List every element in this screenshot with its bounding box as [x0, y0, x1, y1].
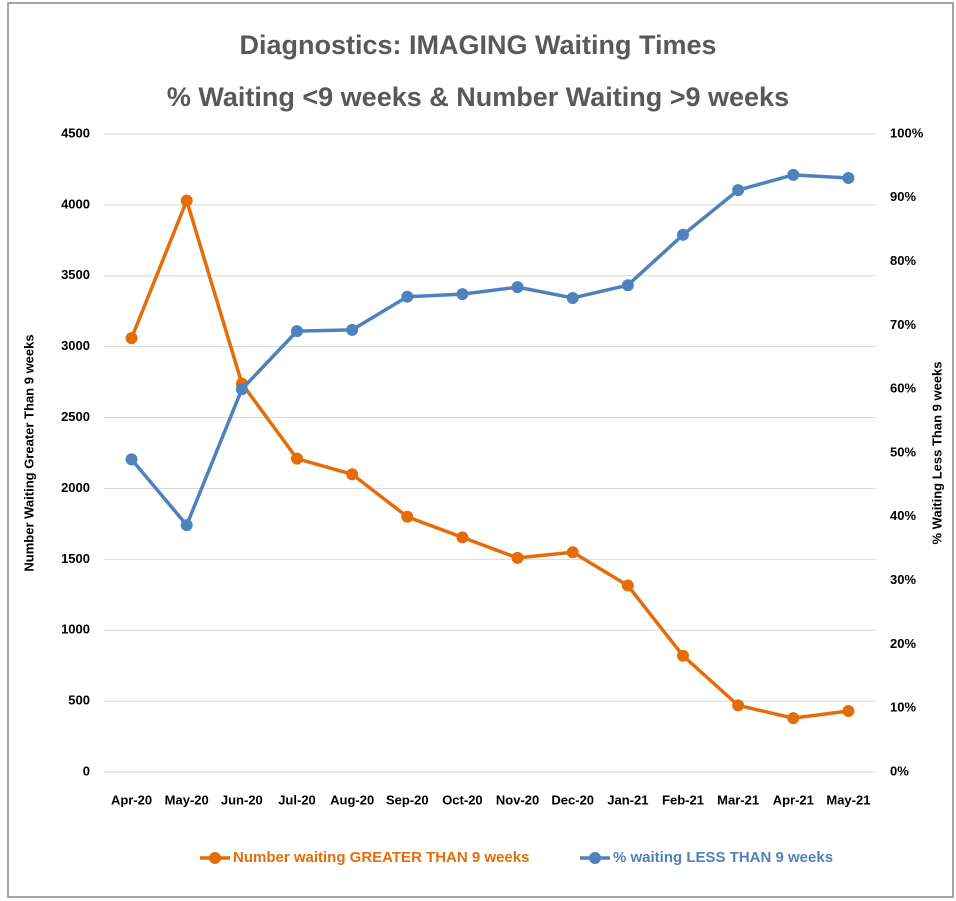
- point: [511, 551, 524, 564]
- point: [291, 325, 303, 338]
- x-tick-label: Feb-21: [662, 792, 704, 807]
- x-tick-label: Apr-20: [111, 792, 152, 807]
- y-tick-label: 3000: [61, 338, 90, 353]
- x-tick-label: Jul-20: [278, 792, 316, 807]
- point: [842, 172, 855, 185]
- point: [732, 184, 745, 197]
- y-tick-label: 1000: [61, 622, 90, 637]
- point: [180, 194, 193, 207]
- y-axis-label: Number Waiting Greater Than 9 weeks: [21, 334, 36, 571]
- point: [566, 291, 579, 304]
- point: [566, 546, 579, 559]
- legend-label: % waiting LESS THAN 9 weeks: [613, 849, 833, 866]
- legend-label: Number waiting GREATER THAN 9 weeks: [233, 849, 529, 866]
- x-tick-label: Nov-20: [496, 792, 539, 807]
- point: [511, 281, 524, 294]
- point: [456, 288, 469, 301]
- y2-tick-label: 80%: [890, 253, 916, 268]
- point: [621, 279, 634, 292]
- point: [842, 705, 855, 718]
- point: [787, 712, 800, 725]
- x-tick-label: Apr-21: [773, 792, 814, 807]
- y2-tick-label: 20%: [890, 636, 916, 651]
- y-tick-label: 0: [83, 763, 90, 778]
- x-tick-label: Dec-20: [551, 792, 594, 807]
- y-tick-label: 500: [68, 693, 90, 708]
- x-tick-label: May-20: [165, 792, 209, 807]
- x-tick-label: Jun-20: [221, 792, 263, 807]
- y-tick-label: 4500: [61, 125, 90, 140]
- point: [125, 453, 138, 466]
- series-line: [130, 173, 849, 527]
- legend-marker: [589, 852, 601, 864]
- x-tick-label: Oct-20: [442, 792, 482, 807]
- y-tick-label: 2500: [61, 409, 90, 424]
- y2-tick-label: 30%: [890, 572, 916, 587]
- x-tick-label: Sep-20: [386, 792, 429, 807]
- y-tick-label: 4000: [61, 196, 90, 211]
- x-tick-label: Aug-20: [330, 792, 374, 807]
- y2-tick-label: 0%: [890, 763, 909, 778]
- point: [125, 332, 138, 345]
- frame: [7, 2, 954, 898]
- x-tick-label: Jan-21: [607, 792, 648, 807]
- point: [235, 383, 248, 396]
- y2-tick-label: 100%: [890, 125, 924, 140]
- point: [346, 323, 359, 336]
- y2-tick-label: 70%: [890, 317, 916, 332]
- point: [401, 290, 414, 303]
- point: [787, 168, 800, 181]
- y2-axis-label: % Waiting Less Than 9 weeks: [929, 361, 944, 544]
- point: [677, 649, 689, 662]
- point: [346, 468, 359, 481]
- legend-marker: [209, 852, 221, 864]
- x-tick-label: May-21: [826, 792, 870, 807]
- y2-tick-label: 10%: [890, 700, 916, 715]
- point: [180, 519, 193, 532]
- point: [401, 510, 414, 523]
- y-tick-label: 3500: [61, 267, 90, 282]
- series-line: [129, 198, 849, 720]
- y2-tick-label: 40%: [890, 508, 916, 523]
- y2-tick-label: 90%: [890, 189, 916, 204]
- point: [291, 452, 303, 465]
- point: [621, 579, 634, 592]
- point: [456, 531, 469, 544]
- point: [677, 228, 689, 241]
- y-tick-label: 1500: [61, 551, 90, 566]
- point: [732, 699, 745, 712]
- chart-title: Diagnostics: IMAGING Waiting Times: [239, 30, 716, 60]
- y2-tick-label: 60%: [890, 381, 916, 396]
- chart-subtitle: % Waiting <9 weeks & Number Waiting >9 w…: [167, 82, 789, 112]
- x-tick-label: Mar-21: [717, 792, 759, 807]
- y-tick-label: 2000: [61, 480, 90, 495]
- y2-tick-label: 50%: [890, 444, 916, 459]
